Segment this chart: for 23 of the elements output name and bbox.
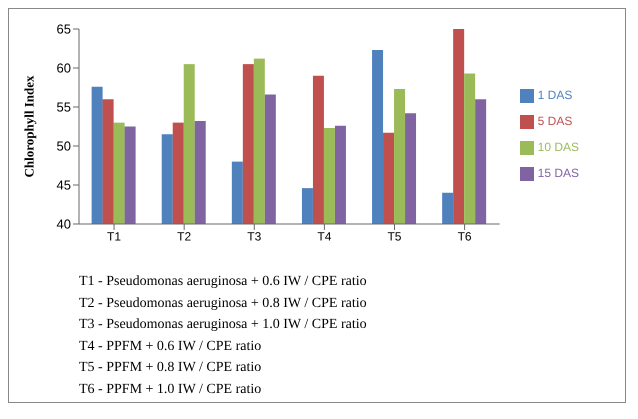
legend-label: 1 DAS: [538, 88, 572, 102]
x-tick-label: T4: [317, 230, 332, 244]
text: T6 - PPFM + 1.0 IW / CPE ratio: [79, 380, 262, 398]
text: T4 - PPFM + 0.6 IW / CPE ratio: [79, 338, 262, 356]
text: T3 - Pseudomonas aeruginosa + 1.0 IW / CPE ratio: [79, 316, 367, 334]
y-axis-title: Chlorophyll Index: [22, 75, 37, 178]
y-tick-label: 60: [56, 60, 71, 76]
legend-label: 15 DAS: [538, 166, 579, 180]
x-tick-label: T1: [107, 230, 122, 244]
x-tick-label: T6: [458, 230, 472, 244]
y-tick-label: 45: [56, 178, 71, 193]
legend-label: 10 DAS: [538, 140, 579, 154]
text: T5 - PPFM + 0.8 IW / CPE ratio: [79, 359, 262, 377]
x-tick-label: T5: [387, 230, 402, 244]
y-tick-label: 55: [56, 100, 71, 115]
text: T2 - Pseudomonas aeruginosa + 0.8 IW / CPE ratio: [79, 294, 367, 312]
x-tick-label: T2: [177, 230, 192, 244]
x-tick-label: T3: [247, 230, 262, 244]
y-tick-label: 40: [56, 216, 71, 232]
y-tick-label: 50: [56, 138, 71, 154]
legend-label: 5 DAS: [538, 114, 572, 128]
text: T1 - Pseudomonas aeruginosa + 0.6 IW / CPE ratio: [79, 273, 367, 291]
y-tick-label: 65: [56, 22, 71, 37]
